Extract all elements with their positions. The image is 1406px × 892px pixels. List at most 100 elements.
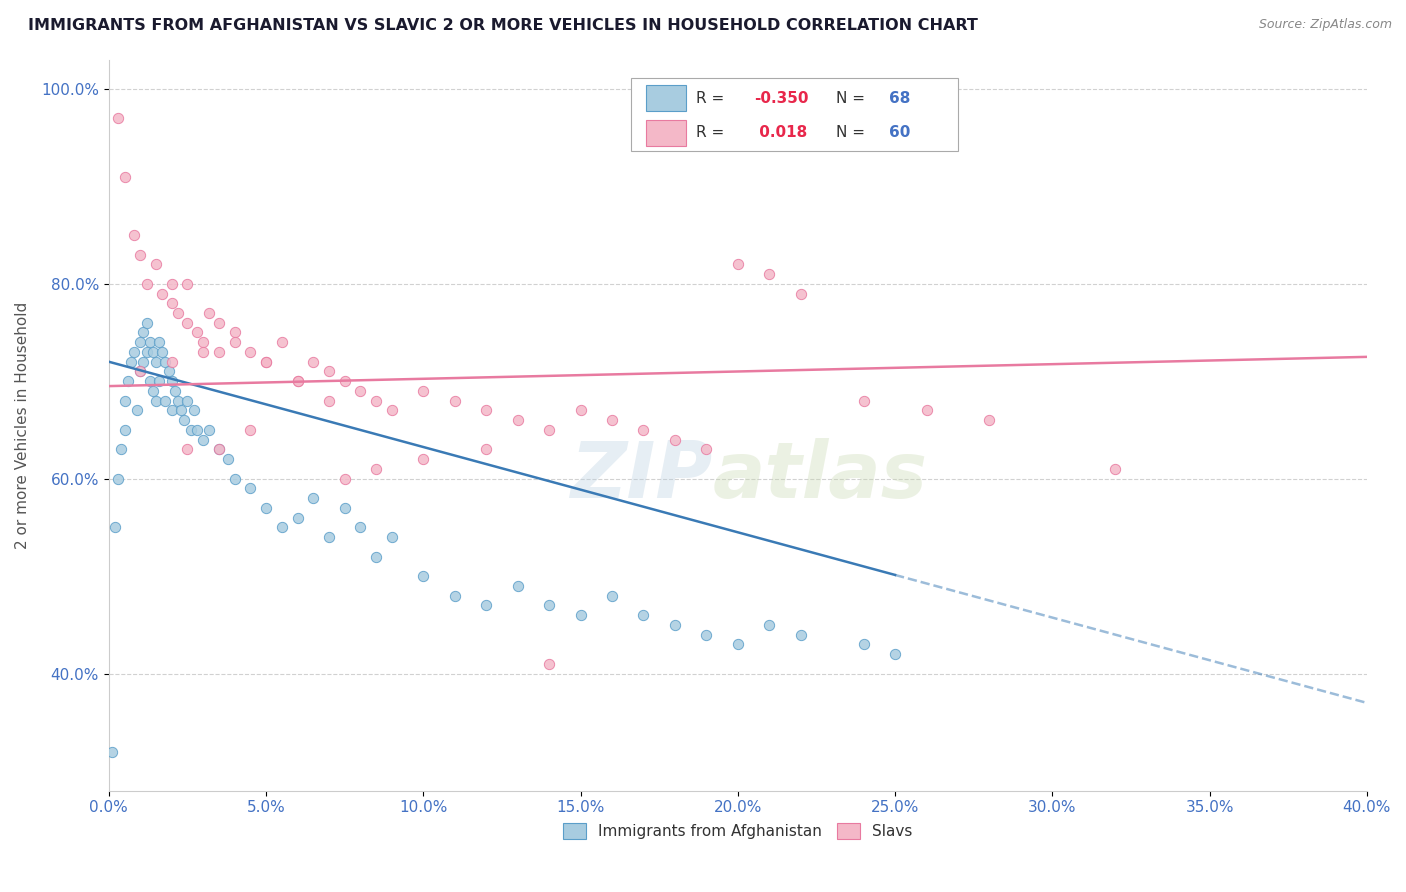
- Point: [150, 345, 173, 359]
- Text: atlas: atlas: [713, 438, 928, 515]
- Point: [186, 423, 208, 437]
- Point: [129, 364, 152, 378]
- Point: [287, 374, 309, 388]
- Point: [270, 335, 292, 350]
- Point: [122, 227, 145, 242]
- Point: [664, 433, 686, 447]
- Point: [167, 393, 190, 408]
- Point: [302, 491, 325, 506]
- Point: [176, 277, 198, 291]
- Point: [506, 579, 529, 593]
- Point: [186, 326, 208, 340]
- Point: [208, 442, 231, 457]
- Point: [695, 442, 717, 457]
- Point: [239, 423, 262, 437]
- Point: [129, 247, 152, 261]
- Point: [167, 306, 190, 320]
- Point: [254, 355, 277, 369]
- Point: [217, 452, 239, 467]
- Point: [475, 403, 498, 417]
- Point: [412, 384, 434, 398]
- Point: [163, 384, 186, 398]
- Point: [150, 286, 173, 301]
- Text: 60: 60: [889, 125, 910, 140]
- Point: [884, 647, 907, 661]
- Point: [254, 355, 277, 369]
- Point: [366, 462, 388, 476]
- Point: [135, 277, 157, 291]
- Text: N =: N =: [837, 125, 870, 140]
- Point: [302, 355, 325, 369]
- Point: [366, 393, 388, 408]
- Point: [122, 345, 145, 359]
- Point: [127, 403, 149, 417]
- Point: [287, 510, 309, 524]
- Point: [198, 306, 221, 320]
- Point: [176, 442, 198, 457]
- Point: [180, 423, 202, 437]
- Point: [120, 355, 142, 369]
- Point: [443, 393, 465, 408]
- Legend: Immigrants from Afghanistan, Slavs: Immigrants from Afghanistan, Slavs: [557, 817, 920, 845]
- Point: [208, 442, 231, 457]
- Point: [114, 169, 136, 184]
- Point: [155, 355, 177, 369]
- Point: [727, 257, 749, 271]
- Bar: [645, 120, 686, 146]
- Point: [157, 364, 180, 378]
- Point: [208, 316, 231, 330]
- Point: [569, 403, 592, 417]
- Point: [727, 637, 749, 651]
- Point: [475, 442, 498, 457]
- Point: [633, 608, 655, 623]
- Point: [538, 657, 561, 671]
- Point: [979, 413, 1001, 427]
- Point: [129, 364, 152, 378]
- Text: 68: 68: [889, 91, 910, 106]
- Point: [148, 374, 170, 388]
- Text: N =: N =: [837, 91, 870, 106]
- Point: [852, 637, 875, 651]
- Point: [758, 267, 780, 281]
- Point: [318, 530, 340, 544]
- Point: [104, 520, 127, 534]
- Point: [114, 393, 136, 408]
- Point: [145, 355, 167, 369]
- Point: [1104, 462, 1126, 476]
- Point: [318, 364, 340, 378]
- Point: [270, 520, 292, 534]
- Point: [333, 472, 356, 486]
- Point: [790, 627, 813, 641]
- Text: -0.350: -0.350: [754, 91, 808, 106]
- Point: [366, 549, 388, 564]
- Point: [198, 423, 221, 437]
- FancyBboxPatch shape: [631, 78, 957, 151]
- Point: [600, 413, 623, 427]
- Point: [160, 403, 183, 417]
- Point: [176, 316, 198, 330]
- Y-axis label: 2 or more Vehicles in Household: 2 or more Vehicles in Household: [15, 301, 30, 549]
- Point: [538, 599, 561, 613]
- Point: [569, 608, 592, 623]
- Point: [160, 374, 183, 388]
- Point: [107, 111, 129, 125]
- Point: [224, 326, 246, 340]
- Point: [138, 335, 160, 350]
- Point: [239, 482, 262, 496]
- Point: [117, 374, 139, 388]
- Point: [633, 423, 655, 437]
- Point: [239, 345, 262, 359]
- Point: [506, 413, 529, 427]
- Point: [381, 403, 404, 417]
- Text: R =: R =: [696, 125, 730, 140]
- Point: [664, 618, 686, 632]
- Point: [208, 345, 231, 359]
- Point: [538, 423, 561, 437]
- Point: [695, 627, 717, 641]
- Point: [193, 433, 215, 447]
- Point: [349, 384, 371, 398]
- Point: [193, 335, 215, 350]
- Point: [224, 335, 246, 350]
- Point: [148, 335, 170, 350]
- Point: [132, 326, 155, 340]
